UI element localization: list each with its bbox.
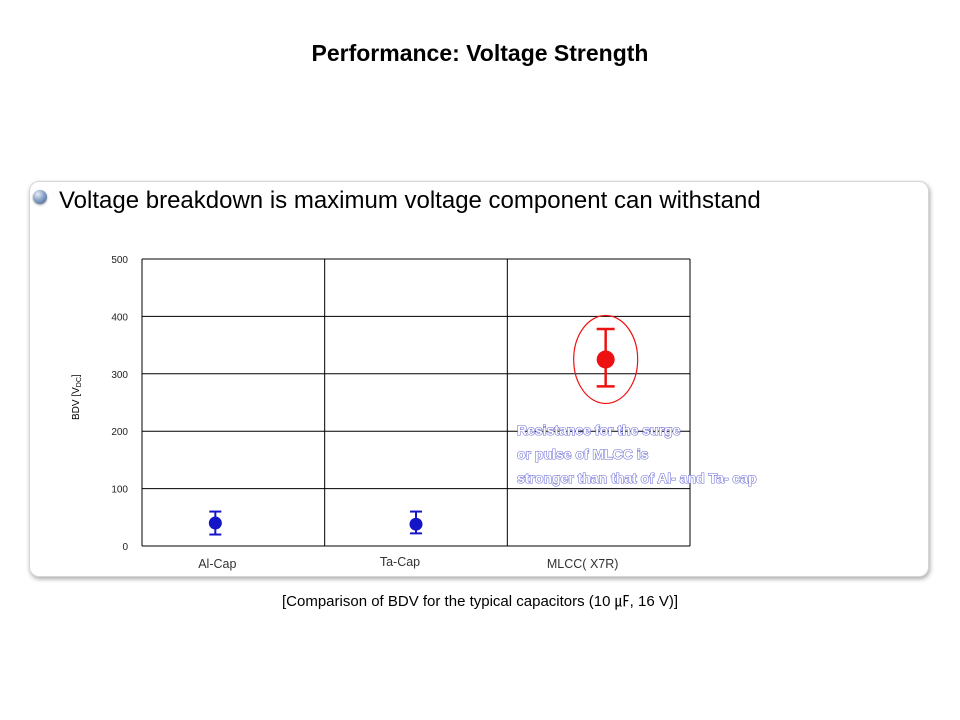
category-label: Ta-Cap [380,555,420,569]
content-panel [29,181,929,577]
data-point [208,516,222,530]
category-label: MLCC( X7R) [547,557,619,571]
y-tick-label: 400 [111,312,128,323]
bullet-text: Voltage breakdown is maximum voltage com… [59,187,761,214]
bullet-sphere-icon [33,190,47,204]
figure-caption: [Comparison of BDV for the typical capac… [282,593,678,610]
slide-title: Performance: Voltage Strength [311,40,649,66]
y-tick-label: 100 [111,485,128,496]
category-label: Al-Cap [198,557,236,571]
annotation-line: stronger than that of Al- and Ta- cap [517,470,757,486]
category-labels: Al-Cap Ta-Cap MLCC( X7R) [198,555,618,571]
data-point [409,517,423,531]
y-tick-labels: 0 100 200 300 400 500 [111,255,128,553]
data-marks [208,314,639,536]
annotation-callout: Resistance for the surge or pulse of MLCC… [516,421,757,486]
y-tick-label: 300 [111,370,128,381]
highlight-ellipse [573,314,639,405]
y-tick-label: 500 [111,255,128,266]
annotation-line: Resistance for the surge [517,422,681,438]
annotation-line: or pulse of MLCC is [517,446,649,462]
chart-grid [141,258,691,547]
y-tick-label: 200 [111,427,128,438]
y-tick-label: 0 [122,542,128,553]
data-point [596,350,615,369]
y-axis-label: BDV [VDC] [71,374,83,420]
